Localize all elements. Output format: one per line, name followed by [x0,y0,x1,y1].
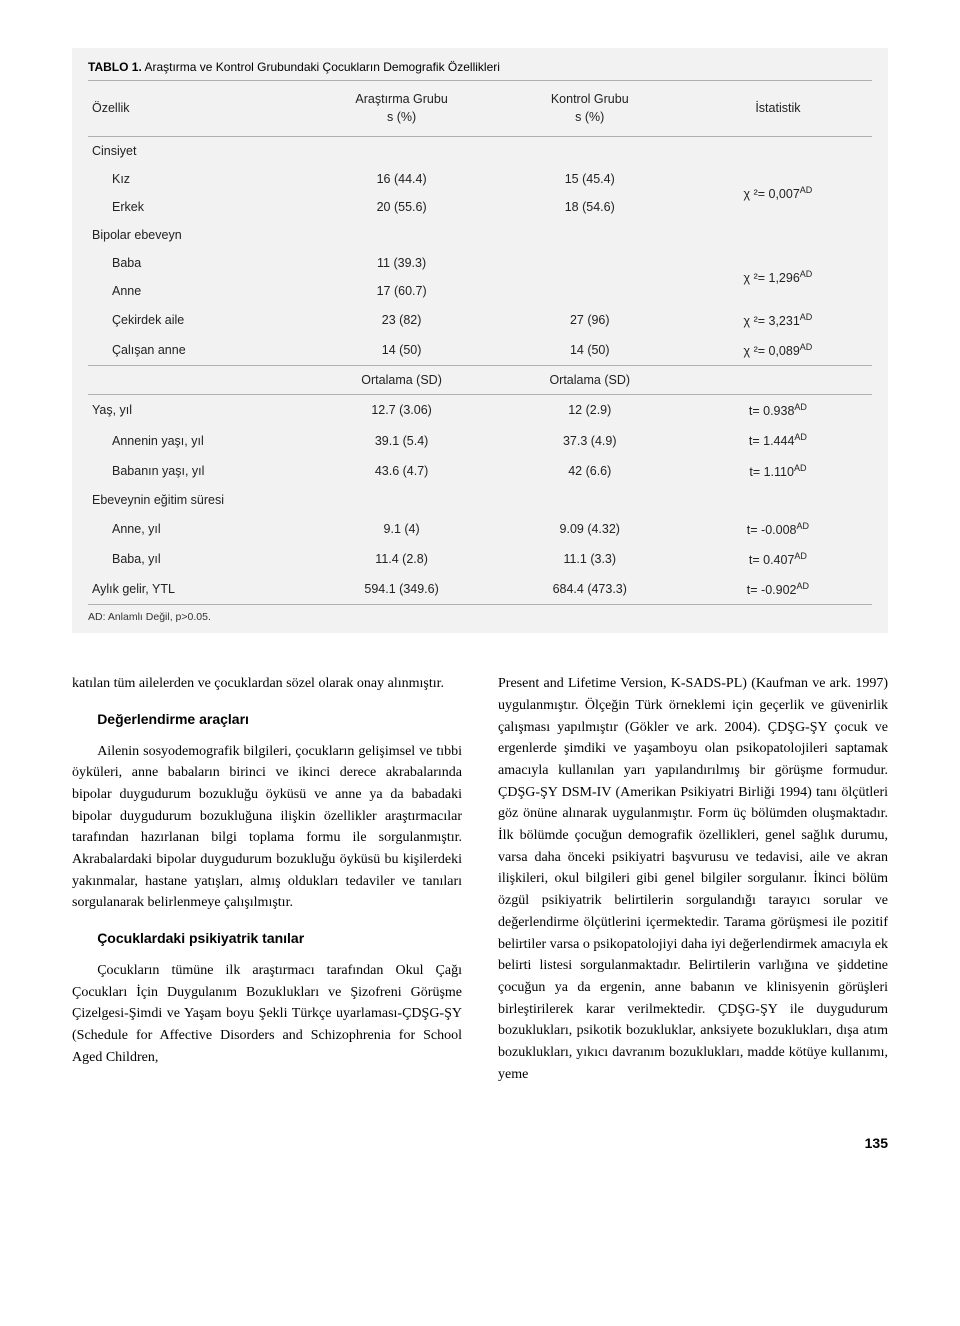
cell-group1 [308,137,496,166]
cell-statistic [684,137,872,166]
cell-group2 [496,486,684,514]
table-row: Baba, yıl11.4 (2.8)11.1 (3.3)t= 0.407AD [88,544,872,574]
cell-group2 [496,221,684,249]
paragraph: Ailenin sosyodemografik bilgileri, çocuk… [72,741,462,915]
cell-group2: 37.3 (4.9) [496,425,684,455]
cell-group2 [496,277,684,305]
cell-group2: 18 (54.6) [496,193,684,221]
cell-group2: 9.09 (4.32) [496,514,684,544]
cell-group1: 11.4 (2.8) [308,544,496,574]
cell-statistic: χ ²= 3,231AD [684,305,872,335]
paragraph: Present and Lifetime Version, K-SADS-PL)… [498,673,888,1085]
cell-statistic: χ ²= 0,089AD [684,335,872,366]
cell-group1: 9.1 (4) [308,514,496,544]
table-row: Anne, yıl9.1 (4)9.09 (4.32)t= -0.008AD [88,514,872,544]
cell-feature [88,366,308,395]
table-row: Cinsiyet [88,137,872,166]
col-group2: Kontrol Grubu s (%) [496,81,684,137]
cell-feature: Cinsiyet [88,137,308,166]
demographics-table: TABLO 1. Araştırma ve Kontrol Grubundaki… [72,48,888,633]
table-row: Annenin yaşı, yıl39.1 (5.4)37.3 (4.9)t= … [88,425,872,455]
cell-group1: 23 (82) [308,305,496,335]
cell-group2 [496,137,684,166]
cell-group2: 27 (96) [496,305,684,335]
cell-group1: 14 (50) [308,335,496,366]
cell-feature: Anne [88,277,308,305]
table-row: Ebeveynin eğitim süresi [88,486,872,514]
cell-group1: 16 (44.4) [308,165,496,193]
cell-statistic: t= 1.110AD [684,456,872,486]
cell-statistic: χ ²= 0,007AD [684,165,872,221]
cell-feature: Babanın yaşı, yıl [88,456,308,486]
cell-group2: 15 (45.4) [496,165,684,193]
cell-group1 [308,486,496,514]
cell-statistic: t= 0.938AD [684,395,872,426]
cell-statistic [684,221,872,249]
cell-feature: Baba [88,249,308,277]
cell-group2 [496,249,684,277]
table-header-row: Özellik Araştırma Grubu s (%) Kontrol Gr… [88,81,872,137]
table-row: Yaş, yıl12.7 (3.06)12 (2.9)t= 0.938AD [88,395,872,426]
cell-feature: Çekirdek aile [88,305,308,335]
table-row: Kız16 (44.4)15 (45.4)χ ²= 0,007AD [88,165,872,193]
col-statistic: İstatistik [684,81,872,137]
cell-group1: 39.1 (5.4) [308,425,496,455]
table-row: Aylık gelir, YTL594.1 (349.6)684.4 (473.… [88,574,872,605]
cell-group2: 14 (50) [496,335,684,366]
cell-feature: Erkek [88,193,308,221]
cell-group1 [308,221,496,249]
table-title: TABLO 1. Araştırma ve Kontrol Grubundaki… [88,60,872,81]
table-title-text: Araştırma ve Kontrol Grubundaki Çocuklar… [142,60,500,74]
paragraph: Çocukların tümüne ilk araştırmacı tarafı… [72,960,462,1068]
paragraph: katılan tüm ailelerden ve çocuklardan sö… [72,673,462,695]
cell-statistic [684,486,872,514]
cell-feature: Bipolar ebeveyn [88,221,308,249]
table-row: Bipolar ebeveyn [88,221,872,249]
cell-feature: Anne, yıl [88,514,308,544]
body-column-right: Present and Lifetime Version, K-SADS-PL)… [498,673,888,1099]
body-text: katılan tüm ailelerden ve çocuklardan sö… [72,673,888,1099]
cell-feature: Ebeveynin eğitim süresi [88,486,308,514]
table-footnote: AD: Anlamlı Değil, p>0.05. [88,605,872,623]
cell-feature: Annenin yaşı, yıl [88,425,308,455]
cell-group1: 594.1 (349.6) [308,574,496,605]
table-row: Ortalama (SD)Ortalama (SD) [88,366,872,395]
cell-group1: 20 (55.6) [308,193,496,221]
cell-group1: 11 (39.3) [308,249,496,277]
cell-group2: 684.4 (473.3) [496,574,684,605]
cell-feature: Aylık gelir, YTL [88,574,308,605]
table: Özellik Araştırma Grubu s (%) Kontrol Gr… [88,81,872,605]
table-row: Çalışan anne14 (50)14 (50)χ ²= 0,089AD [88,335,872,366]
table-row: Baba11 (39.3)χ ²= 1,296AD [88,249,872,277]
cell-group2: 11.1 (3.3) [496,544,684,574]
section-heading: Çocuklardaki psikiyatrik tanılar [72,928,462,950]
cell-group2: 42 (6.6) [496,456,684,486]
cell-group2: Ortalama (SD) [496,366,684,395]
section-heading: Değerlendirme araçları [72,709,462,731]
cell-statistic: t= 1.444AD [684,425,872,455]
cell-feature: Yaş, yıl [88,395,308,426]
cell-feature: Kız [88,165,308,193]
cell-feature: Baba, yıl [88,544,308,574]
table-row: Babanın yaşı, yıl43.6 (4.7)42 (6.6)t= 1.… [88,456,872,486]
cell-statistic: t= -0.008AD [684,514,872,544]
cell-statistic: t= 0.407AD [684,544,872,574]
table-row: Çekirdek aile23 (82)27 (96)χ ²= 3,231AD [88,305,872,335]
cell-group1: 43.6 (4.7) [308,456,496,486]
cell-statistic [684,366,872,395]
body-column-left: katılan tüm ailelerden ve çocuklardan sö… [72,673,462,1099]
cell-statistic: t= -0.902AD [684,574,872,605]
cell-feature: Çalışan anne [88,335,308,366]
col-group1: Araştırma Grubu s (%) [308,81,496,137]
cell-group2: 12 (2.9) [496,395,684,426]
cell-group1: 17 (60.7) [308,277,496,305]
table-number: TABLO 1. [88,60,142,74]
cell-group1: Ortalama (SD) [308,366,496,395]
cell-group1: 12.7 (3.06) [308,395,496,426]
col-feature: Özellik [88,81,308,137]
page-number: 135 [72,1135,888,1151]
cell-statistic: χ ²= 1,296AD [684,249,872,305]
